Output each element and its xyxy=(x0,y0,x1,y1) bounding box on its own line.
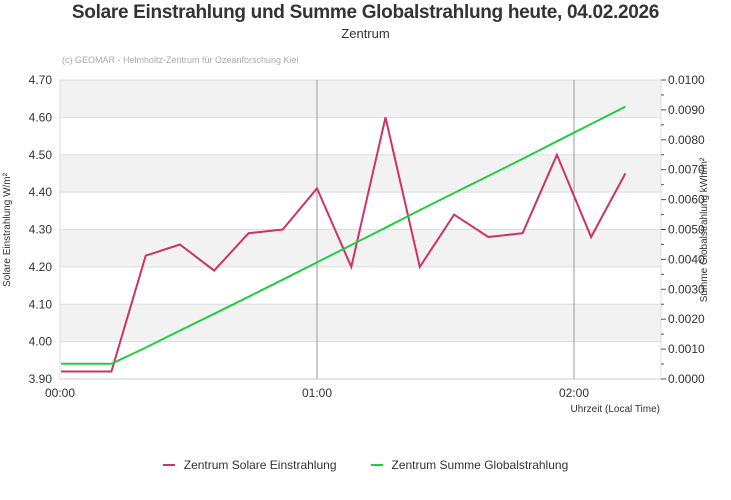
x-axis: 00:00 01:00 02:00 xyxy=(45,386,589,400)
plot-background-bands xyxy=(60,80,661,379)
y2-tick-label: 0.0060 xyxy=(668,193,705,207)
plot-band xyxy=(60,229,661,267)
series-solar-einstrahlung[interactable] xyxy=(61,117,627,373)
chart-subtitle: Zentrum xyxy=(341,26,390,41)
x-axis-label: Uhrzeit (Local Time) xyxy=(571,404,660,415)
plot-band xyxy=(60,80,661,118)
y-tick-label: 4.00 xyxy=(29,335,53,349)
y-tick-label: 4.50 xyxy=(29,148,53,162)
legend-item-global[interactable]: Zentrum Summe Globalstrahlung xyxy=(370,458,569,472)
legend-label-global: Zentrum Summe Globalstrahlung xyxy=(391,458,569,472)
y2-tick-label: 0.0050 xyxy=(668,223,705,237)
gridlines xyxy=(59,79,662,380)
series-summe-globalstrahlung[interactable] xyxy=(61,105,626,365)
hour-marker-lines xyxy=(316,80,575,379)
y2-tick-label: 0.0070 xyxy=(668,163,705,177)
y2-tick-label: 0.0090 xyxy=(668,103,705,117)
credit-text: (c) GEOMAR - Helmholtz-Zentrum für Ozean… xyxy=(62,55,299,65)
y-tick-label: 4.20 xyxy=(29,260,53,274)
x-tick-label: 01:00 xyxy=(302,386,332,400)
legend-swatch-solar xyxy=(162,463,175,467)
plot-band xyxy=(60,154,661,193)
y2-tick-label: 0.0020 xyxy=(668,312,705,326)
y2-tick-label: 0.0030 xyxy=(668,282,705,296)
right-y-axis: 0.0000 0.0010 0.0020 0.0030 0.0040 0.0050 0.00… xyxy=(661,73,705,386)
data-series[interactable] xyxy=(61,105,627,373)
plot-band xyxy=(60,341,661,379)
legend-swatch-global xyxy=(370,463,383,467)
y-tick-label: 4.10 xyxy=(29,297,53,311)
y-tick-label: 4.70 xyxy=(29,73,53,87)
y2-tick-label: 0.0080 xyxy=(668,133,705,147)
plot-band xyxy=(60,266,661,305)
y-tick-label: 4.60 xyxy=(29,110,53,124)
legend-label-solar: Zentrum Solare Einstrahlung xyxy=(183,458,337,472)
x-tick-label: 00:00 xyxy=(45,386,75,400)
y2-tick-label: 0.0100 xyxy=(668,73,705,87)
y-tick-label: 4.30 xyxy=(29,223,53,237)
legend-item-solar[interactable]: Zentrum Solare Einstrahlung xyxy=(162,458,337,472)
y2-tick-label: 0.0000 xyxy=(668,372,705,386)
y-tick-label: 4.40 xyxy=(29,185,53,199)
y2-tick-label: 0.0040 xyxy=(668,252,705,266)
plot-band xyxy=(60,304,661,342)
y-tick-label: 3.90 xyxy=(29,372,53,386)
x-tick-label: 02:00 xyxy=(559,386,589,400)
plot-band xyxy=(60,117,661,155)
left-y-axis: 3.90 4.00 4.10 4.20 4.30 4.40 4.50 4.60 4.70 xyxy=(29,73,53,386)
y2-axis-label: Summe Globalstrahlung kWh/m² xyxy=(699,157,710,302)
chart-title: Solare Einstrahlung und Summe Globalstra… xyxy=(71,2,660,23)
y2-tick-label: 0.0010 xyxy=(668,342,705,356)
y-axis-label: Solare Einstrahlung W/m² xyxy=(2,172,13,287)
legend: Zentrum Solare Einstrahlung Zentrum Summ… xyxy=(0,458,731,472)
